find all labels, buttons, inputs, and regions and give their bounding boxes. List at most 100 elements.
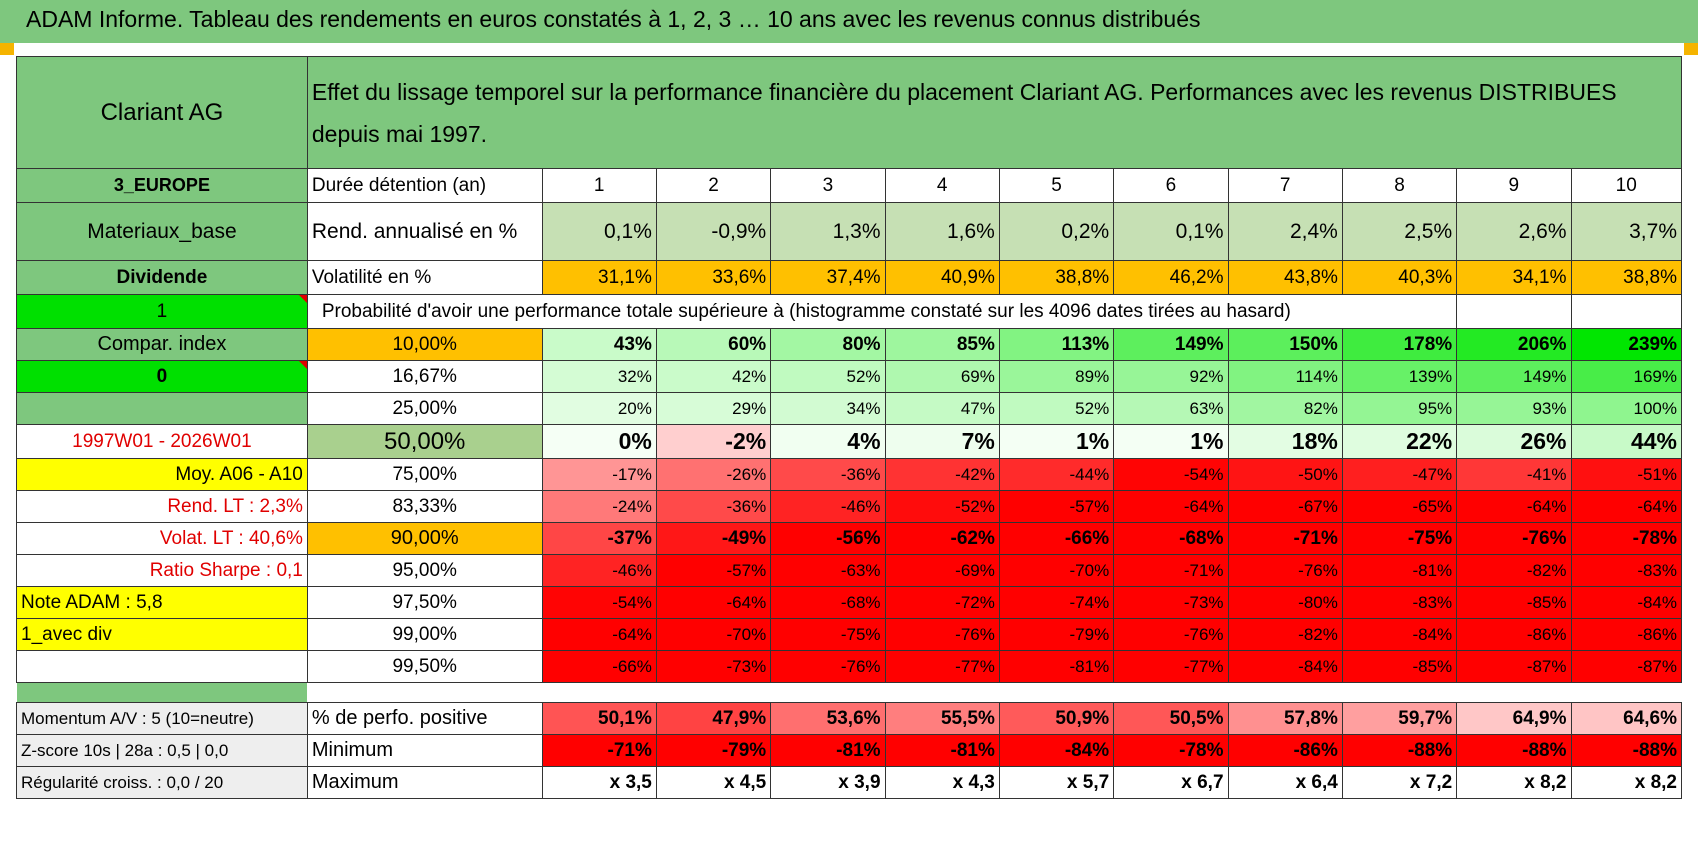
rend-value: 1,3%	[770, 202, 886, 261]
vol-value: 33,6%	[655, 260, 772, 295]
perf-value: -54%	[541, 586, 657, 619]
pos-value: 50,1%	[541, 702, 657, 735]
perf-value: -77%	[1113, 650, 1229, 683]
pos-value: 55,5%	[884, 702, 1000, 735]
perf-value: -24%	[541, 490, 657, 523]
perf-value: -86%	[1570, 618, 1682, 651]
sector-label: Materiaux_base	[16, 202, 308, 261]
perf-value: 139%	[1341, 360, 1458, 393]
perf-value: -54%	[1113, 458, 1229, 491]
perf-value: -70%	[655, 618, 772, 651]
perf-value: -73%	[1113, 586, 1229, 619]
perf-value: -71%	[1227, 522, 1343, 555]
min-value: -86%	[1227, 734, 1343, 767]
duree-label: Durée détention (an)	[306, 168, 543, 203]
threshold-pct: 10,00%	[306, 328, 543, 361]
perf-value: 26%	[1456, 424, 1572, 459]
perf-value: 7%	[884, 424, 1000, 459]
max-value: x 4,5	[655, 766, 772, 799]
perf-value: -72%	[884, 586, 1000, 619]
perf-value: 47%	[884, 392, 1000, 425]
perf-value: -63%	[770, 554, 886, 587]
perf-value: -64%	[1113, 490, 1229, 523]
perf-value: -37%	[541, 522, 657, 555]
min-value: -71%	[541, 734, 657, 767]
threshold-pct: 25,00%	[306, 392, 543, 425]
threshold-pct: 99,00%	[306, 618, 543, 651]
max-value: x 3,5	[541, 766, 657, 799]
perf-value: -83%	[1570, 554, 1682, 587]
perf-value: -49%	[655, 522, 772, 555]
rend-lt: Rend. LT : 2,3%	[16, 490, 308, 523]
perf-value: 113%	[998, 328, 1115, 361]
perf-value: 18%	[1227, 424, 1343, 459]
perf-value: -46%	[541, 554, 657, 587]
perf-value: 80%	[770, 328, 886, 361]
perf-value: -76%	[770, 650, 886, 683]
perf-value: -79%	[998, 618, 1115, 651]
perf-value: 43%	[541, 328, 657, 361]
perf-value: 92%	[1113, 360, 1229, 393]
pos-value: 50,9%	[998, 702, 1115, 735]
rend-value: 0,1%	[541, 202, 657, 261]
description: Effet du lissage temporel sur la perform…	[306, 56, 1683, 169]
threshold-pct: 16,67%	[306, 360, 543, 393]
threshold-pct: 90,00%	[306, 522, 543, 555]
min-label: Minimum	[306, 734, 543, 767]
perf-value: -70%	[998, 554, 1115, 587]
year-header: 7	[1227, 168, 1343, 203]
perf-value: -87%	[1570, 650, 1682, 683]
year-header: 10	[1570, 168, 1682, 203]
perf-value: 69%	[884, 360, 1000, 393]
perf-value: -36%	[655, 490, 772, 523]
empty-cell	[1570, 294, 1682, 329]
perf-value: -66%	[541, 650, 657, 683]
perf-value: -51%	[1570, 458, 1682, 491]
perf-value: -84%	[1570, 586, 1682, 619]
perf-value: -68%	[1113, 522, 1229, 555]
threshold-pct: 75,00%	[306, 458, 543, 491]
perf-value: 60%	[655, 328, 772, 361]
pos-value: 57,8%	[1227, 702, 1343, 735]
perf-value: 44%	[1570, 424, 1682, 459]
perf-value: 150%	[1227, 328, 1343, 361]
threshold-pct: 83,33%	[306, 490, 543, 523]
perf-value: -57%	[655, 554, 772, 587]
div-mode: 1_avec div	[16, 618, 308, 651]
perf-value: -50%	[1227, 458, 1343, 491]
sharpe-ratio: Ratio Sharpe : 0,1	[16, 554, 308, 587]
empty-cell	[1456, 294, 1572, 329]
probability-label: Probabilité d'avoir une performance tota…	[306, 294, 1458, 329]
min-value: -88%	[1570, 734, 1682, 767]
perf-value: -80%	[1227, 586, 1343, 619]
perf-value: 239%	[1570, 328, 1682, 361]
perf-value: -65%	[1341, 490, 1458, 523]
flag-one: 1	[16, 294, 308, 329]
period-label: 1997W01 - 2026W01	[16, 424, 308, 459]
perf-value: 32%	[541, 360, 657, 393]
zscore-label: Z-score 10s | 28a : 0,5 | 0,0	[16, 734, 308, 767]
flag-zero: 0	[16, 360, 308, 393]
perf-value: -64%	[1456, 490, 1572, 523]
year-header: 6	[1113, 168, 1229, 203]
perf-value: -46%	[770, 490, 886, 523]
perf-value: -84%	[1341, 618, 1458, 651]
perf-value: 93%	[1456, 392, 1572, 425]
year-header: 3	[770, 168, 886, 203]
perf-value: -87%	[1456, 650, 1572, 683]
perf-value: -84%	[1227, 650, 1343, 683]
perf-value: 100%	[1570, 392, 1682, 425]
max-value: x 3,9	[770, 766, 886, 799]
min-value: -79%	[655, 734, 772, 767]
perf-value: -77%	[884, 650, 1000, 683]
corner-marker-left	[0, 43, 14, 55]
perf-value: 85%	[884, 328, 1000, 361]
perf-value: 1%	[1113, 424, 1229, 459]
min-value: -81%	[770, 734, 886, 767]
corner-marker-right	[1684, 43, 1698, 55]
rend-value: 1,6%	[884, 202, 1000, 261]
perf-value: 29%	[655, 392, 772, 425]
perf-value: -73%	[655, 650, 772, 683]
max-value: x 7,2	[1341, 766, 1458, 799]
perf-value: -76%	[1227, 554, 1343, 587]
